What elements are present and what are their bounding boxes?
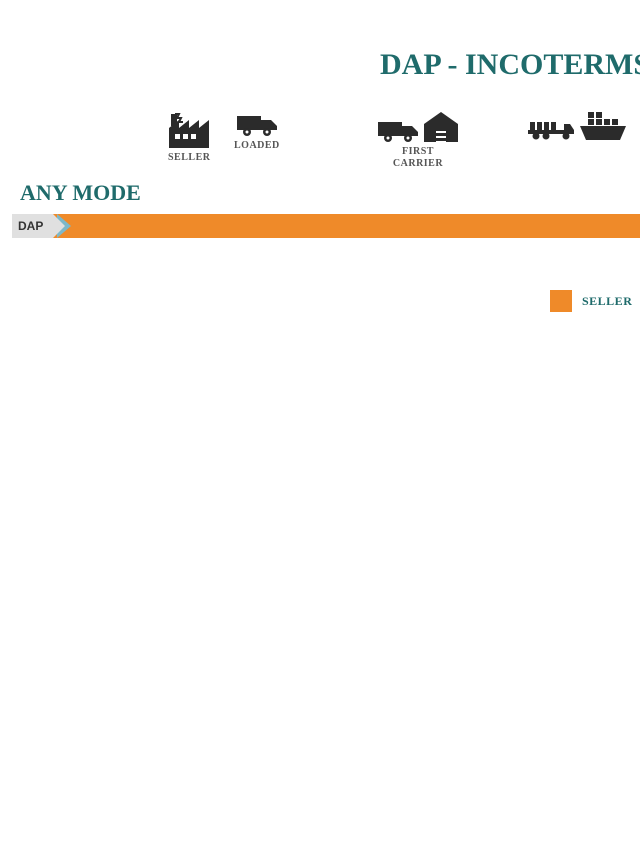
flatbed-icon	[528, 118, 574, 140]
legend: SELLER	[550, 290, 632, 312]
stage-label: SELLER	[168, 152, 210, 164]
stage-port	[528, 112, 626, 140]
truck-icon	[378, 118, 418, 142]
truck-icon	[237, 112, 277, 136]
ship-icon	[580, 112, 626, 140]
stage-seller: SELLER	[168, 112, 210, 164]
stage-label: FIRST CARRIER	[393, 146, 443, 170]
responsibility-bar: DAP	[12, 214, 640, 238]
warehouse-icon	[424, 112, 458, 142]
legend-label: SELLER	[582, 294, 632, 309]
legend-swatch	[550, 290, 572, 312]
truck-icon	[237, 112, 277, 136]
flatbed-truck-icon	[528, 118, 574, 140]
truck-icon	[378, 118, 418, 142]
mode-label: ANY MODE	[20, 180, 141, 206]
bar-fill	[71, 214, 640, 238]
warehouse-icon	[424, 112, 458, 142]
factory-icon	[169, 112, 209, 148]
ship-icon	[580, 112, 626, 140]
stage-label: LOADED	[234, 140, 280, 152]
bar-tag: DAP	[12, 214, 53, 238]
factory-icon	[169, 112, 209, 148]
page-title: DAP - INCOTERMS	[380, 48, 640, 82]
stage-first-carrier: FIRST CARRIER	[378, 112, 458, 170]
stage-loaded: LOADED	[234, 112, 280, 152]
bar-chevron-icon	[53, 214, 71, 238]
